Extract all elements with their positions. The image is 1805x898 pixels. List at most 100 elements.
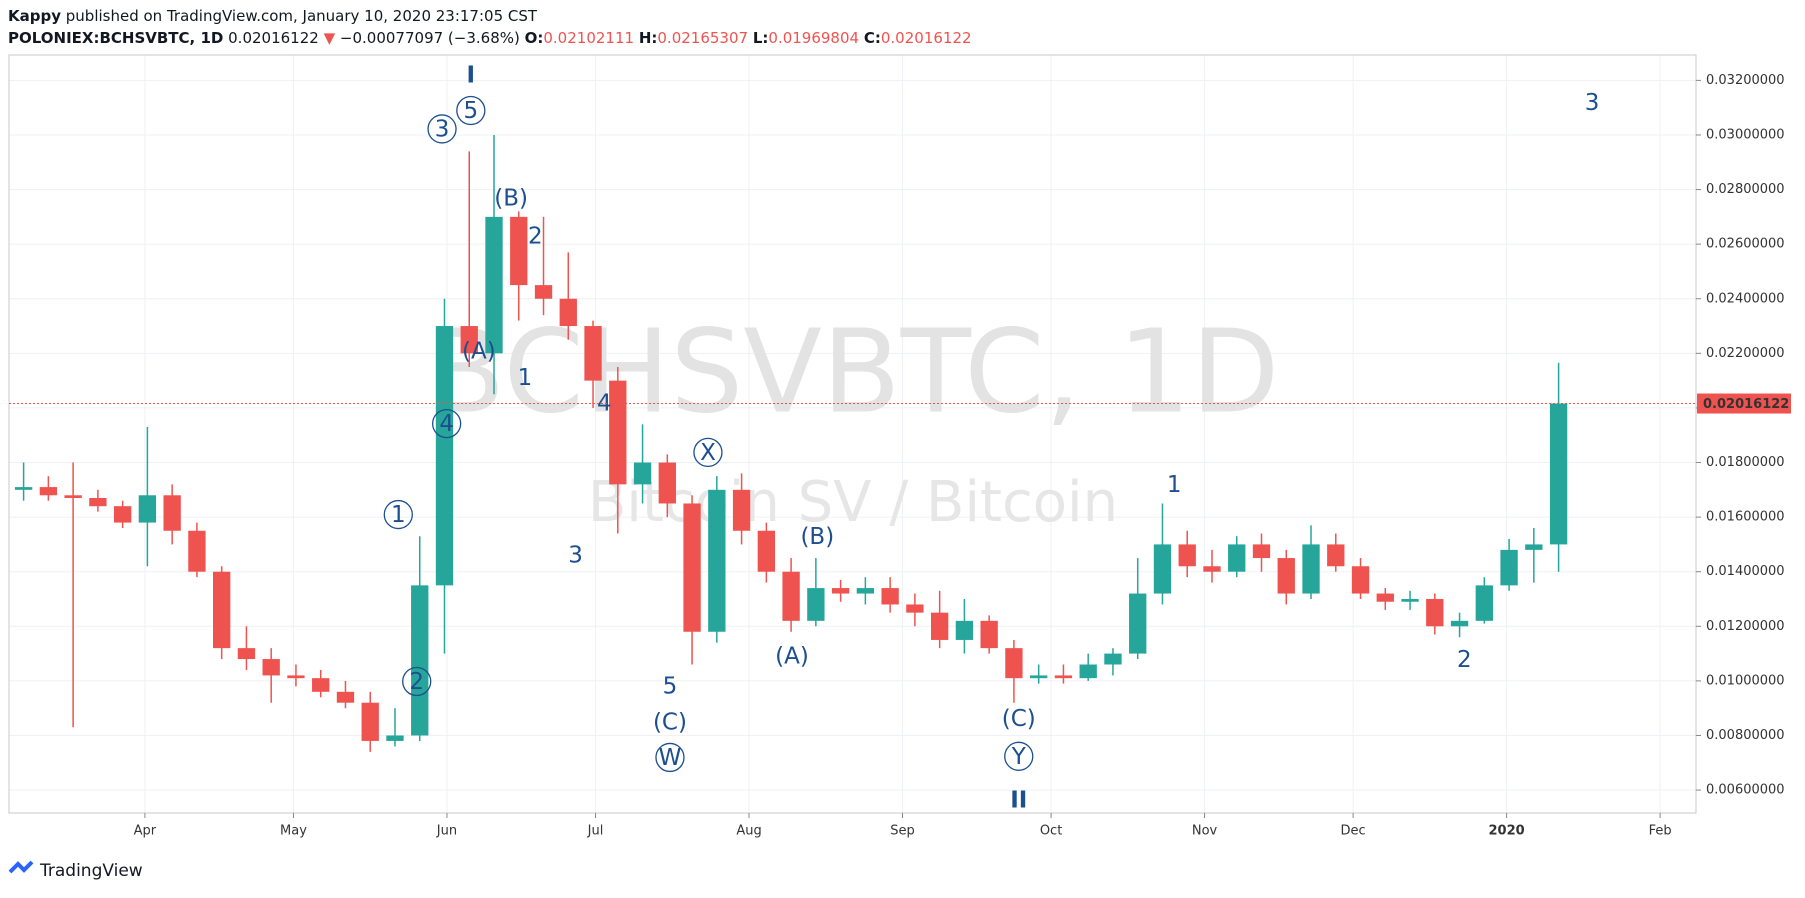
wave-label: 2	[409, 669, 424, 695]
candle-body	[386, 735, 404, 741]
candle-body	[188, 530, 206, 572]
candle-body	[584, 326, 602, 381]
candle-body	[14, 487, 33, 490]
candle-body	[287, 675, 305, 679]
change: −0.00077097 (−3.68%)	[340, 29, 520, 47]
candle-body	[361, 702, 379, 741]
ohlc-label: H:	[639, 29, 658, 47]
candle-body	[955, 620, 974, 640]
candle-body	[1525, 544, 1543, 550]
y-tick-label: 0.01200000	[1706, 619, 1785, 634]
y-tick-label: 0.02600000	[1706, 237, 1785, 252]
candle-body	[138, 495, 157, 523]
x-tick-label: Oct	[1040, 824, 1062, 839]
wave-label: W	[659, 745, 682, 771]
candle-body	[1277, 558, 1295, 594]
wave-circle	[1004, 741, 1034, 771]
x-tick-label: Nov	[1192, 824, 1218, 839]
candle-body	[411, 585, 429, 736]
price: 0.02016122	[228, 29, 319, 47]
y-tick-label: 0.01000000	[1706, 673, 1785, 688]
header-line: Kappy published on TradingView.com, Janu…	[8, 7, 538, 25]
y-tick-label: 0.03200000	[1706, 73, 1785, 88]
candle-body	[1475, 585, 1493, 621]
candle-body	[64, 495, 82, 499]
author: Kappy	[8, 7, 61, 25]
ohlc-value: 0.02102111	[543, 29, 634, 47]
wave-circle	[402, 666, 432, 697]
candle-body	[1054, 675, 1073, 679]
wave-circle	[456, 95, 486, 126]
wave-label: 2	[528, 223, 543, 249]
candle-body	[237, 648, 256, 660]
wave-label: (C)	[653, 709, 687, 735]
candle-body	[312, 678, 330, 692]
ohlc-value: 0.01969804	[768, 29, 859, 47]
brand: TradingView	[39, 861, 143, 881]
wave-label: 3	[568, 542, 583, 568]
candle-body	[980, 620, 998, 649]
wave-label: 3	[1585, 90, 1600, 116]
published: published on TradingView.com, January 10…	[66, 7, 538, 25]
wave-label: 1	[1167, 472, 1182, 498]
candle-body	[559, 298, 577, 327]
y-tick-label: 0.01600000	[1706, 510, 1785, 525]
x-tick-label: Jun	[436, 824, 457, 839]
symbol-line: POLONIEX:BCHSVBTC, 1D 0.02016122 ▼ −0.00…	[8, 29, 972, 47]
candle-body	[510, 216, 528, 286]
x-tick-label: Feb	[1649, 824, 1672, 839]
x-tick-label: Dec	[1341, 824, 1366, 839]
wave-label: 1	[518, 365, 533, 391]
wave-label: (B)	[800, 524, 834, 550]
wave-label: (A)	[775, 644, 809, 670]
y-tick-label: 0.02200000	[1706, 346, 1785, 361]
candle-body	[1450, 620, 1469, 627]
wave-label: 3	[435, 116, 450, 142]
candle-body	[658, 462, 676, 504]
candle-body	[336, 691, 355, 703]
candle-body	[1153, 544, 1172, 594]
x-tick-label: May	[280, 824, 307, 839]
x-tick-label: Jul	[587, 824, 604, 839]
wave-label: 4	[597, 390, 612, 416]
candle-body	[1203, 566, 1221, 572]
candle-body	[831, 588, 850, 594]
y-tick-label: 0.00600000	[1706, 783, 1785, 798]
candle-body	[807, 588, 825, 621]
candle-body	[1178, 544, 1196, 567]
y-tick-label: 0.00800000	[1706, 728, 1785, 743]
candle-body	[39, 487, 58, 496]
ohlc-label: O:	[525, 29, 544, 47]
candle-body	[1302, 544, 1320, 594]
y-tick-label: 0.01400000	[1706, 564, 1785, 579]
candle-body	[1252, 544, 1271, 559]
candle-body	[1129, 593, 1147, 654]
y-tick-label: 0.03000000	[1706, 127, 1785, 142]
candle-body	[113, 506, 132, 523]
candle-body	[782, 571, 800, 621]
x-tick-label: Apr	[134, 824, 157, 839]
wave-label: (A)	[462, 339, 496, 365]
candle-body	[633, 462, 652, 485]
x-tick-label: Aug	[736, 824, 761, 839]
wave-label: Y	[1011, 744, 1027, 770]
ohlc-value: 0.02165307	[657, 29, 748, 47]
wave-label: II	[1010, 788, 1027, 814]
logo-icon	[8, 860, 34, 874]
candle-body	[1376, 593, 1394, 602]
symbol: POLONIEX:BCHSVBTC, 1D	[8, 29, 223, 47]
candle-body	[732, 489, 751, 531]
candle-body	[213, 571, 231, 649]
candle-body	[856, 588, 875, 594]
x-tick-label: 2020	[1489, 824, 1525, 839]
candles	[14, 134, 1568, 752]
wave-label: X	[700, 440, 716, 466]
y-tick-label: 0.02400000	[1706, 291, 1785, 306]
y-tick-label: 0.02800000	[1706, 182, 1785, 197]
candle-body	[1030, 675, 1048, 679]
wave-circle	[427, 114, 457, 144]
watermark: BCHSVBTC, 1D	[427, 306, 1280, 440]
candle-body	[1401, 599, 1419, 602]
